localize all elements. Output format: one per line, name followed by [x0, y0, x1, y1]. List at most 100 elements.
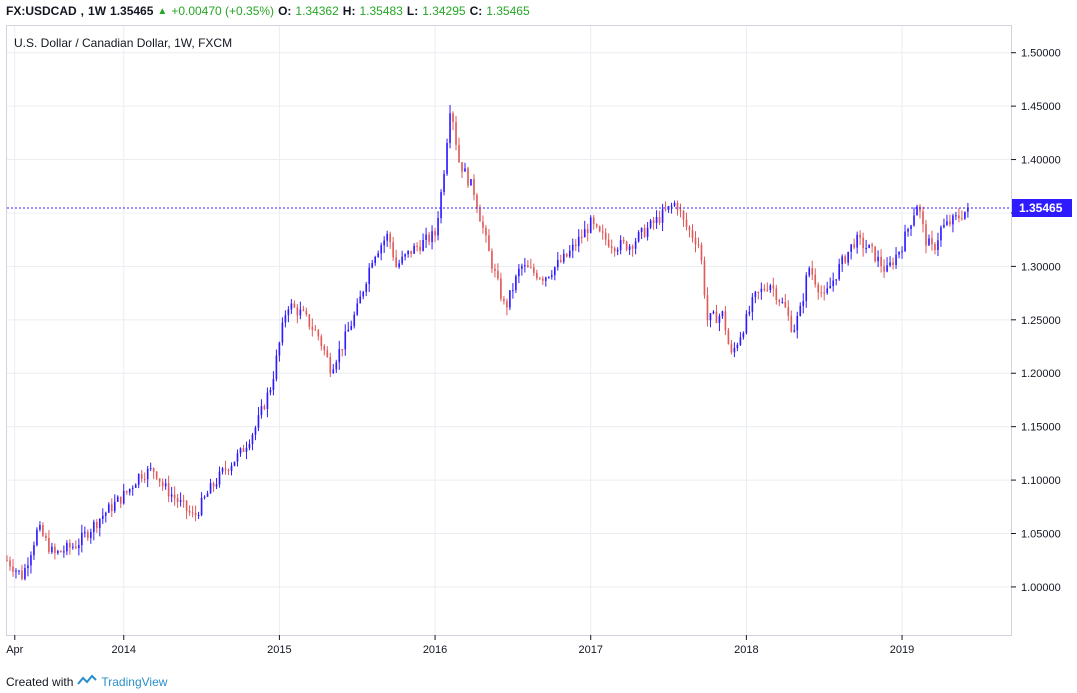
candle — [664, 201, 667, 212]
candle — [173, 486, 176, 506]
candle-body — [143, 478, 146, 480]
candle — [137, 473, 140, 489]
candle — [110, 498, 113, 518]
candle-body — [571, 244, 574, 251]
candle — [107, 502, 110, 513]
price-chart[interactable]: 1.00000 1.05000 1.10000 1.15000 1.20000 1.250… — [0, 0, 1077, 670]
close-value: 1.35465 — [486, 4, 530, 18]
candle — [27, 557, 29, 577]
candle-body — [622, 239, 625, 242]
time-axis[interactable]: Apr 2014 2015 2016 2017 2018 2019 — [6, 635, 914, 656]
low-label: L: — [406, 4, 419, 18]
candle-body — [910, 225, 912, 230]
candle-body — [661, 209, 664, 223]
candle-body — [362, 291, 365, 297]
candle-body — [787, 307, 790, 316]
candle-body — [431, 231, 433, 242]
candle — [296, 304, 299, 324]
candle-body — [476, 195, 478, 209]
candle-body — [880, 256, 882, 267]
candle — [416, 242, 418, 252]
candle — [724, 306, 727, 335]
candle — [287, 306, 290, 323]
candle-body — [637, 232, 640, 242]
candle-body — [401, 256, 403, 264]
candle — [679, 203, 682, 218]
candle-body — [335, 362, 338, 370]
candle — [149, 462, 152, 472]
candle-body — [449, 113, 451, 144]
candle — [781, 297, 784, 304]
up-arrow-icon: ▲ — [157, 5, 168, 17]
candle — [610, 239, 613, 254]
candle — [634, 237, 637, 255]
candle-body — [30, 555, 32, 566]
candle-body — [329, 356, 332, 374]
candle — [658, 210, 661, 226]
candle-body — [631, 246, 634, 249]
candle — [84, 526, 86, 538]
candle-body — [155, 471, 158, 479]
candle — [886, 257, 888, 273]
candle-body — [227, 469, 230, 472]
candle-body — [84, 532, 86, 534]
candle-body — [209, 483, 212, 494]
candle — [341, 349, 344, 357]
chart-header: FX:USDCAD, 1W 1.35465 ▲ +0.00470 (+0.35%… — [6, 4, 530, 18]
candle-body — [952, 215, 954, 225]
candle-body — [60, 550, 62, 553]
candle-body — [751, 297, 754, 312]
candle — [494, 263, 496, 278]
candle-body — [455, 122, 457, 145]
candle — [949, 214, 951, 227]
candle-body — [395, 257, 397, 267]
candle — [727, 327, 730, 345]
candle-body — [967, 208, 969, 212]
candle — [167, 475, 170, 503]
candle-body — [889, 262, 891, 266]
candle — [778, 298, 781, 307]
candle-body — [544, 277, 547, 281]
candle — [787, 300, 790, 321]
candle — [934, 242, 936, 255]
candle — [407, 250, 409, 258]
candle-body — [116, 496, 119, 502]
candle-body — [446, 143, 448, 174]
candle — [856, 231, 858, 254]
candle-body — [961, 218, 963, 220]
candle-body — [509, 290, 511, 308]
candle-body — [862, 237, 864, 249]
interval-label[interactable]: 1W — [88, 4, 107, 18]
candle — [125, 490, 128, 495]
price-axis[interactable]: 1.00000 1.05000 1.10000 1.15000 1.20000 1.250… — [1011, 48, 1061, 594]
candle — [769, 283, 772, 293]
candle-body — [479, 208, 481, 222]
candle-body — [443, 173, 445, 193]
candle-body — [272, 379, 275, 391]
candle-body — [781, 301, 784, 303]
candle-body — [9, 560, 11, 567]
candle — [401, 250, 403, 266]
candle — [431, 225, 433, 250]
candle-body — [383, 240, 385, 246]
candle-body — [685, 219, 688, 227]
candle — [568, 245, 571, 259]
candle-body — [721, 311, 724, 317]
tradingview-brand[interactable]: TradingView — [101, 674, 168, 689]
candle — [263, 404, 266, 411]
candle-body — [167, 483, 170, 497]
candle — [883, 259, 885, 278]
candle-body — [574, 244, 577, 247]
candle — [104, 511, 107, 523]
candle — [9, 556, 11, 571]
candle-body — [772, 285, 775, 289]
candle-body — [712, 311, 715, 314]
symbol-label[interactable]: FX:USDCAD — [6, 4, 77, 18]
candle — [119, 496, 122, 509]
candle-body — [149, 468, 152, 470]
candle-body — [676, 203, 679, 211]
candle-body — [81, 532, 83, 546]
candle-body — [179, 500, 182, 502]
candle-body — [467, 168, 469, 186]
candle-body — [613, 248, 616, 252]
